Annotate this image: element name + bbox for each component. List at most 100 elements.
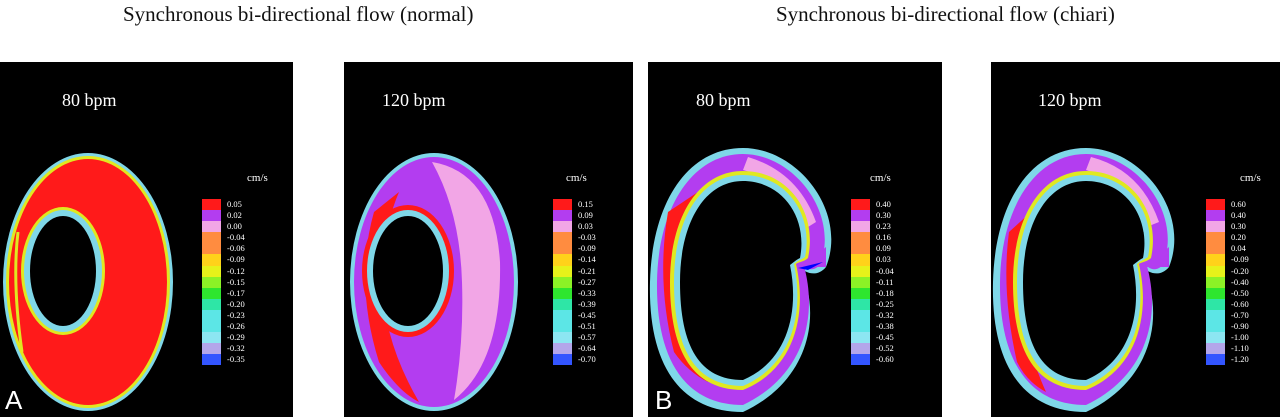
legend-row: -0.64 bbox=[553, 343, 633, 355]
legend-value: 0.40 bbox=[1231, 210, 1246, 221]
legend-row: -1.20 bbox=[1206, 354, 1280, 366]
legend-swatch bbox=[553, 298, 572, 310]
color-legend: 0.60 0.40 0.30 0.20 0.04 -0.09 -0.20 -0.40 -0.50… bbox=[1206, 199, 1280, 366]
legend-row: -0.09 bbox=[553, 243, 633, 255]
legend-row: -0.20 bbox=[1206, 265, 1280, 277]
legend-swatch bbox=[202, 243, 221, 255]
legend-row: -0.06 bbox=[202, 243, 282, 255]
legend-swatch bbox=[851, 332, 870, 344]
bpm-label: 120 bpm bbox=[382, 90, 446, 110]
legend-swatch bbox=[851, 309, 870, 322]
legend-swatch bbox=[851, 243, 870, 255]
legend-swatch bbox=[202, 199, 221, 211]
legend-swatch bbox=[553, 210, 572, 222]
legend-swatch bbox=[202, 265, 221, 277]
legend-value: -0.57 bbox=[578, 332, 596, 343]
legend-swatch bbox=[553, 287, 572, 299]
legend-swatch bbox=[202, 354, 221, 366]
legend-value: -0.39 bbox=[578, 298, 596, 309]
legend-value: 0.03 bbox=[578, 221, 593, 232]
legend-value: 0.03 bbox=[876, 254, 891, 265]
legend-row: -0.33 bbox=[553, 287, 633, 299]
legend-row: 0.60 bbox=[1206, 199, 1280, 211]
legend-row: 0.03 bbox=[553, 221, 633, 233]
legend-swatch bbox=[553, 354, 572, 366]
legend-value: -0.06 bbox=[227, 243, 245, 254]
legend-value: 0.16 bbox=[876, 232, 891, 243]
legend-swatch bbox=[202, 343, 221, 355]
legend-swatch bbox=[202, 298, 221, 310]
legend-swatch bbox=[553, 254, 572, 266]
legend-value: -0.14 bbox=[578, 254, 596, 265]
legend-value: 0.15 bbox=[578, 199, 593, 209]
legend-swatch bbox=[553, 276, 572, 288]
legend-row: -0.70 bbox=[553, 354, 633, 366]
legend-swatch bbox=[202, 210, 221, 222]
legend-swatch bbox=[202, 254, 221, 266]
legend-swatch bbox=[553, 265, 572, 277]
legend-row: -0.12 bbox=[202, 265, 282, 277]
legend-swatch bbox=[1206, 332, 1225, 344]
legend-row: -0.25 bbox=[851, 298, 931, 310]
legend-row: -0.17 bbox=[202, 287, 282, 299]
legend-value: -0.26 bbox=[227, 321, 245, 332]
legend-row: -0.32 bbox=[202, 343, 282, 355]
legend-row: 0.40 bbox=[1206, 210, 1280, 222]
legend-row: -0.20 bbox=[202, 298, 282, 310]
legend-swatch bbox=[1206, 199, 1225, 211]
legend-row: 0.23 bbox=[851, 221, 931, 233]
legend-swatch bbox=[1206, 343, 1225, 355]
panel-letter: B bbox=[655, 385, 673, 415]
legend-value: 0.20 bbox=[1231, 232, 1246, 243]
legend-value: -0.04 bbox=[876, 265, 894, 276]
bpm-label: 80 bpm bbox=[696, 90, 751, 110]
legend-swatch bbox=[851, 276, 870, 288]
legend-value: -0.25 bbox=[876, 298, 894, 309]
legend-value: -0.09 bbox=[578, 243, 596, 254]
legend-row: -0.11 bbox=[851, 276, 931, 288]
legend-unit: cm/s bbox=[247, 172, 268, 184]
legend-row: 0.30 bbox=[1206, 221, 1280, 233]
legend-swatch bbox=[202, 287, 221, 299]
legend-value: -0.33 bbox=[578, 287, 596, 298]
legend-row: -0.09 bbox=[202, 254, 282, 266]
legend-row: -0.18 bbox=[851, 287, 931, 299]
legend-swatch bbox=[1206, 221, 1225, 233]
panel-normal-80bpm: 80 bpm cm/s 0.05 0.02 0.00 -0.04 -0.06 -0.09-… bbox=[0, 62, 293, 417]
legend-value: 0.02 bbox=[227, 210, 242, 221]
legend-value: -0.32 bbox=[876, 309, 894, 320]
legend-swatch bbox=[202, 221, 221, 233]
legend-row: -0.39 bbox=[553, 298, 633, 310]
bpm-label: 80 bpm bbox=[62, 90, 117, 110]
panel-normal-120bpm: 120 bpm cm/s 0.15 0.09 0.03 -0.03 -0.09 -0.14… bbox=[344, 62, 633, 417]
legend-swatch bbox=[851, 287, 870, 299]
legend-swatch bbox=[1206, 354, 1225, 366]
legend-row: -0.51 bbox=[553, 321, 633, 333]
legend-value: -0.21 bbox=[578, 265, 596, 276]
legend-row: -0.35 bbox=[202, 354, 282, 366]
legend-swatch bbox=[851, 354, 870, 366]
legend-row: -0.04 bbox=[202, 232, 282, 244]
legend-value: -0.70 bbox=[578, 354, 596, 365]
legend-row: 0.05 bbox=[202, 199, 282, 211]
legend-value: -0.40 bbox=[1231, 276, 1249, 287]
legend-swatch bbox=[851, 199, 870, 211]
legend-value: -0.64 bbox=[578, 343, 596, 354]
legend-row: -0.60 bbox=[1206, 298, 1280, 310]
legend-row: -0.27 bbox=[553, 276, 633, 288]
legend-row: -0.45 bbox=[851, 332, 931, 344]
legend-row: 0.20 bbox=[1206, 232, 1280, 244]
legend-value: -0.15 bbox=[227, 276, 245, 287]
legend-swatch bbox=[1206, 287, 1225, 299]
legend-swatch bbox=[553, 232, 572, 244]
legend-value: -0.20 bbox=[227, 298, 245, 309]
legend-value: -0.45 bbox=[578, 309, 596, 320]
color-legend: 0.05 0.02 0.00 -0.04 -0.06 -0.09 -0.12 -0.15 -0.… bbox=[202, 199, 282, 366]
legend-value: -1.00 bbox=[1231, 332, 1249, 343]
title-normal: Synchronous bi-directional flow (normal) bbox=[123, 2, 474, 26]
legend-value: -0.70 bbox=[1231, 309, 1249, 320]
legend-swatch bbox=[851, 298, 870, 310]
panel-chiari-120bpm: 120 bpm cm/s 0.60 0.40 0.30 0.20 0.04 -0.09 -0… bbox=[991, 62, 1280, 417]
legend-value: -1.10 bbox=[1231, 343, 1249, 354]
legend-value: -0.38 bbox=[876, 321, 894, 332]
